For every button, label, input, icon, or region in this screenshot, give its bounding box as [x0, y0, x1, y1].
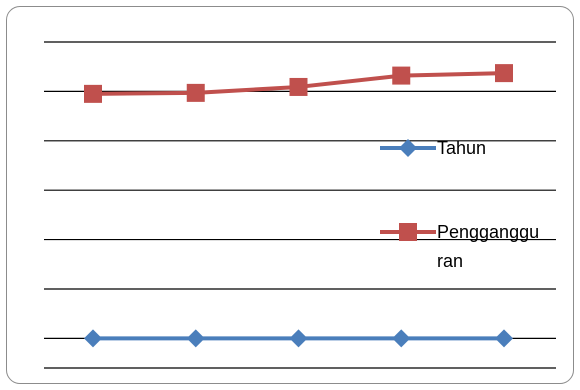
data-point-pengangguran	[84, 84, 102, 103]
legend: Tahun Pengganggu ran	[380, 138, 544, 271]
data-point-tahun	[392, 329, 411, 348]
legend-item-tahun: Tahun	[380, 138, 486, 158]
data-point-pengangguran	[289, 77, 308, 96]
legend-label-tahun: Tahun	[437, 138, 486, 158]
data-point-tahun	[84, 329, 102, 348]
legend-item-pengangguran: Pengganggu ran	[380, 222, 544, 271]
legend-label-pengangguran: Pengganggu ran	[437, 222, 544, 271]
data-point-pengangguran	[186, 83, 205, 102]
series-lines	[84, 64, 513, 348]
data-point-tahun	[186, 329, 205, 348]
data-point-tahun	[289, 329, 308, 348]
chart-frame	[6, 6, 574, 384]
legend-marker-tahun	[399, 139, 417, 157]
legend-label-pengangguran-line-1: Pengganggu	[437, 222, 539, 242]
legend-marker-pengangguran	[399, 223, 417, 241]
data-point-pengangguran	[392, 66, 411, 85]
legend-label-pengangguran-line-2: ran	[437, 251, 463, 271]
data-point-pengangguran	[495, 64, 513, 83]
data-point-tahun	[495, 329, 513, 348]
